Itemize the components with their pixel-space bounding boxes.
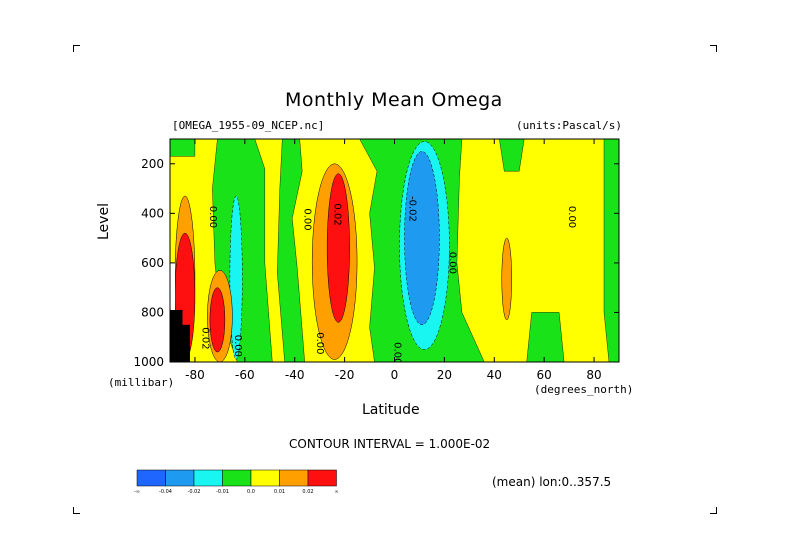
contour-label-8: 0.02 [199, 327, 210, 349]
colorbar-swatch-2 [193, 469, 223, 487]
colorbar-label-2: -0.02 [188, 489, 201, 495]
colorbar-swatch-1 [165, 469, 195, 487]
green-patch-north-low [526, 312, 565, 362]
colorbar-swatch-0 [136, 469, 166, 487]
chart-title: Monthly Mean Omega [285, 89, 503, 111]
crop-mark-bl [73, 507, 80, 514]
crop-mark-tl [73, 45, 80, 52]
x-axis-title: Latitude [362, 402, 420, 418]
terrain-mask-2 [182, 324, 190, 362]
contour-cell-9 [501, 237, 512, 321]
colorbar-swatch-3 [222, 469, 252, 487]
x-tick-label-4: 0 [391, 368, 399, 382]
mean-note: (mean) lon:0..357.5 [492, 475, 612, 489]
contour-label-1: 0.00 [302, 208, 313, 230]
contour-label-0: 0.00 [207, 206, 218, 228]
x-tick-label-6: 40 [487, 368, 502, 382]
contour-cell-4 [229, 195, 243, 360]
contour-cell-3 [404, 151, 440, 326]
contour-interval-note: CONTOUR INTERVAL = 1.000E-02 [289, 437, 491, 451]
dataset-label: [OMEGA_1955-09_NCEP.nc] [172, 119, 325, 132]
y-tick-label-4: 1000 [133, 355, 164, 369]
green-region-mid-south [277, 139, 305, 362]
contour-label-6: 0.00 [392, 342, 403, 364]
contour-label-5: 0.00 [566, 206, 577, 228]
colorbar-label-3: -0.01 [216, 489, 229, 495]
x-tick-label-2: -40 [285, 368, 305, 382]
colorbar-swatch-5 [279, 469, 309, 487]
colorbar-swatch-4 [250, 469, 280, 487]
green-patch-polar [170, 139, 196, 157]
contour-fields: 0.00 0.00 0.02 -0.02 0.00 0.00 0.00 0.00 0.02 0.0… [170, 139, 619, 364]
colorbar-label-0: -∞ [134, 489, 140, 495]
colorbar-label-5: 0.01 [274, 489, 285, 495]
y-tick-label-0: 200 [141, 157, 164, 171]
contour-cell-1 [326, 173, 350, 323]
x-tick-label-0: -80 [185, 368, 205, 382]
green-patch-pole [603, 139, 619, 362]
x-tick-label-1: -60 [235, 368, 255, 382]
y-tick-label-1: 400 [141, 206, 164, 220]
contour-label-4: 0.00 [446, 252, 457, 274]
colorbar-swatch-6 [307, 469, 337, 487]
units-label: (units:Pascal/s) [516, 119, 622, 132]
x-tick-label-5: 20 [437, 368, 452, 382]
x-tick-label-7: 60 [537, 368, 552, 382]
terrain-mask-1 [170, 309, 183, 362]
y-tick-label-3: 800 [141, 305, 164, 319]
terrain-mask-3 [170, 262, 175, 310]
contour-label-7: 0.00 [314, 332, 325, 354]
colorbar-label-1: -0.04 [159, 489, 172, 495]
contour-label-9: 0.00 [232, 335, 243, 357]
x-tick-label-3: -20 [335, 368, 355, 382]
y-unit-label: (millibar) [108, 376, 175, 389]
colorbar-label-4: 0.0 [247, 489, 255, 495]
contour-label-2: 0.02 [332, 203, 343, 225]
y-tick-label-2: 600 [141, 256, 164, 270]
contour-label-3: -0.02 [406, 196, 417, 222]
green-patch-north [499, 139, 525, 172]
contour-cell-8 [209, 287, 226, 353]
crop-mark-br [710, 507, 717, 514]
colorbar-label-6: 0.02 [302, 489, 313, 495]
x-tick-label-8: 80 [586, 368, 601, 382]
x-unit-label: (degrees_north) [534, 383, 634, 396]
crop-mark-tr [710, 45, 717, 52]
colorbar-label-7: ∞ [334, 489, 338, 495]
